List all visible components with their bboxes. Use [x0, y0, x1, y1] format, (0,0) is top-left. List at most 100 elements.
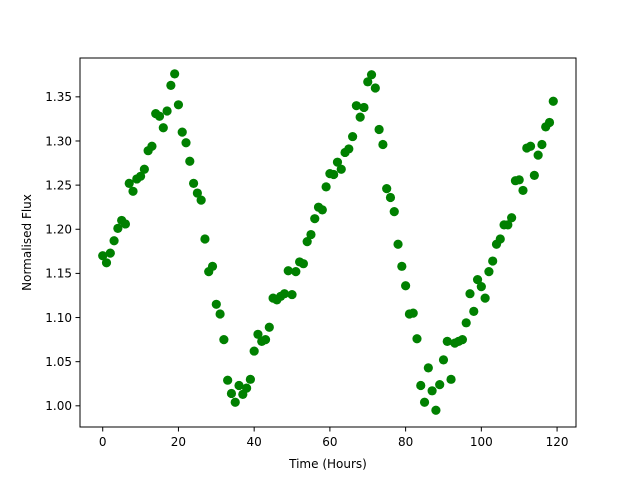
data-point: [419, 397, 430, 407]
data-point: [329, 169, 339, 180]
data-point: [264, 322, 274, 332]
y-tick-label: 1.20: [45, 223, 72, 237]
data-point: [234, 380, 244, 391]
data-point: [291, 267, 301, 277]
data-point: [279, 289, 290, 299]
data-point: [457, 335, 468, 345]
data-point: [124, 178, 134, 188]
y-tick-label: 1.05: [45, 355, 72, 369]
data-point: [412, 334, 422, 344]
plot-area-frame: [79, 57, 577, 428]
data-point: [283, 266, 293, 276]
data-point: [446, 374, 456, 384]
data-point: [219, 335, 229, 345]
data-point: [113, 223, 123, 233]
data-point: [408, 308, 418, 318]
data-point: [336, 164, 346, 174]
data-point: [139, 164, 149, 174]
data-point: [385, 192, 396, 203]
data-point: [529, 170, 539, 181]
data-point: [135, 171, 146, 181]
data-point: [162, 106, 172, 116]
data-point: [344, 144, 354, 154]
data-point: [120, 219, 131, 229]
data-point: [317, 205, 327, 215]
x-tick-label: 60: [322, 435, 337, 449]
data-point: [192, 188, 202, 198]
data-point: [461, 318, 471, 328]
x-axis: 0 20 40 60 80 100 120: [99, 427, 569, 449]
data-point: [431, 405, 441, 415]
data-point: [374, 124, 384, 135]
data-point: [245, 374, 255, 384]
data-point: [158, 123, 168, 133]
data-point: [230, 397, 240, 407]
y-axis-label: Normalised Flux: [20, 194, 34, 291]
data-points: [98, 69, 558, 415]
data-point: [170, 69, 180, 79]
data-point: [332, 157, 343, 167]
data-point: [465, 289, 475, 299]
data-point: [154, 111, 165, 121]
y-tick-label: 1.10: [45, 311, 72, 325]
data-point: [177, 127, 187, 137]
data-point: [109, 236, 119, 246]
data-point: [435, 380, 445, 390]
data-point: [242, 383, 252, 393]
data-point: [518, 185, 528, 196]
data-point: [423, 363, 433, 373]
data-point: [507, 213, 517, 223]
data-point: [442, 336, 452, 346]
data-point: [378, 139, 388, 150]
data-point: [472, 274, 483, 285]
data-point: [484, 267, 494, 277]
data-point: [480, 293, 490, 303]
data-point: [363, 77, 373, 87]
data-point: [548, 96, 558, 106]
data-point: [166, 80, 176, 90]
data-point: [98, 251, 108, 261]
data-point: [200, 234, 210, 244]
data-point: [366, 70, 377, 80]
data-point: [382, 184, 392, 194]
data-point: [533, 150, 543, 160]
data-point: [188, 178, 199, 188]
data-point: [302, 237, 312, 247]
data-point: [321, 182, 331, 192]
data-point: [397, 261, 407, 271]
data-point: [393, 239, 403, 249]
data-point: [525, 141, 536, 151]
data-point: [196, 195, 206, 205]
data-point: [488, 256, 498, 266]
data-point: [359, 102, 369, 113]
y-tick-label: 1.00: [45, 399, 72, 413]
y-tick-label: 1.30: [45, 134, 72, 148]
data-point: [147, 141, 157, 151]
data-point: [226, 388, 237, 399]
data-point: [306, 229, 316, 240]
data-point: [351, 101, 361, 111]
x-tick-label: 0: [99, 435, 107, 449]
data-point: [215, 309, 225, 319]
data-point: [514, 175, 524, 185]
data-point: [544, 117, 555, 128]
data-point: [310, 214, 320, 224]
data-point: [416, 380, 426, 391]
data-point: [355, 112, 365, 122]
y-tick-label: 1.35: [45, 90, 72, 104]
data-point: [370, 83, 380, 93]
data-point: [173, 100, 184, 110]
data-point: [495, 234, 505, 244]
data-point: [249, 346, 259, 356]
data-point: [348, 131, 358, 142]
data-point: [537, 139, 547, 150]
data-point: [223, 375, 233, 385]
x-axis-label: Time (Hours): [288, 457, 367, 471]
data-point: [389, 207, 399, 217]
data-point: [101, 258, 112, 268]
data-point: [469, 306, 479, 316]
data-point: [128, 186, 138, 196]
data-point: [476, 282, 486, 292]
